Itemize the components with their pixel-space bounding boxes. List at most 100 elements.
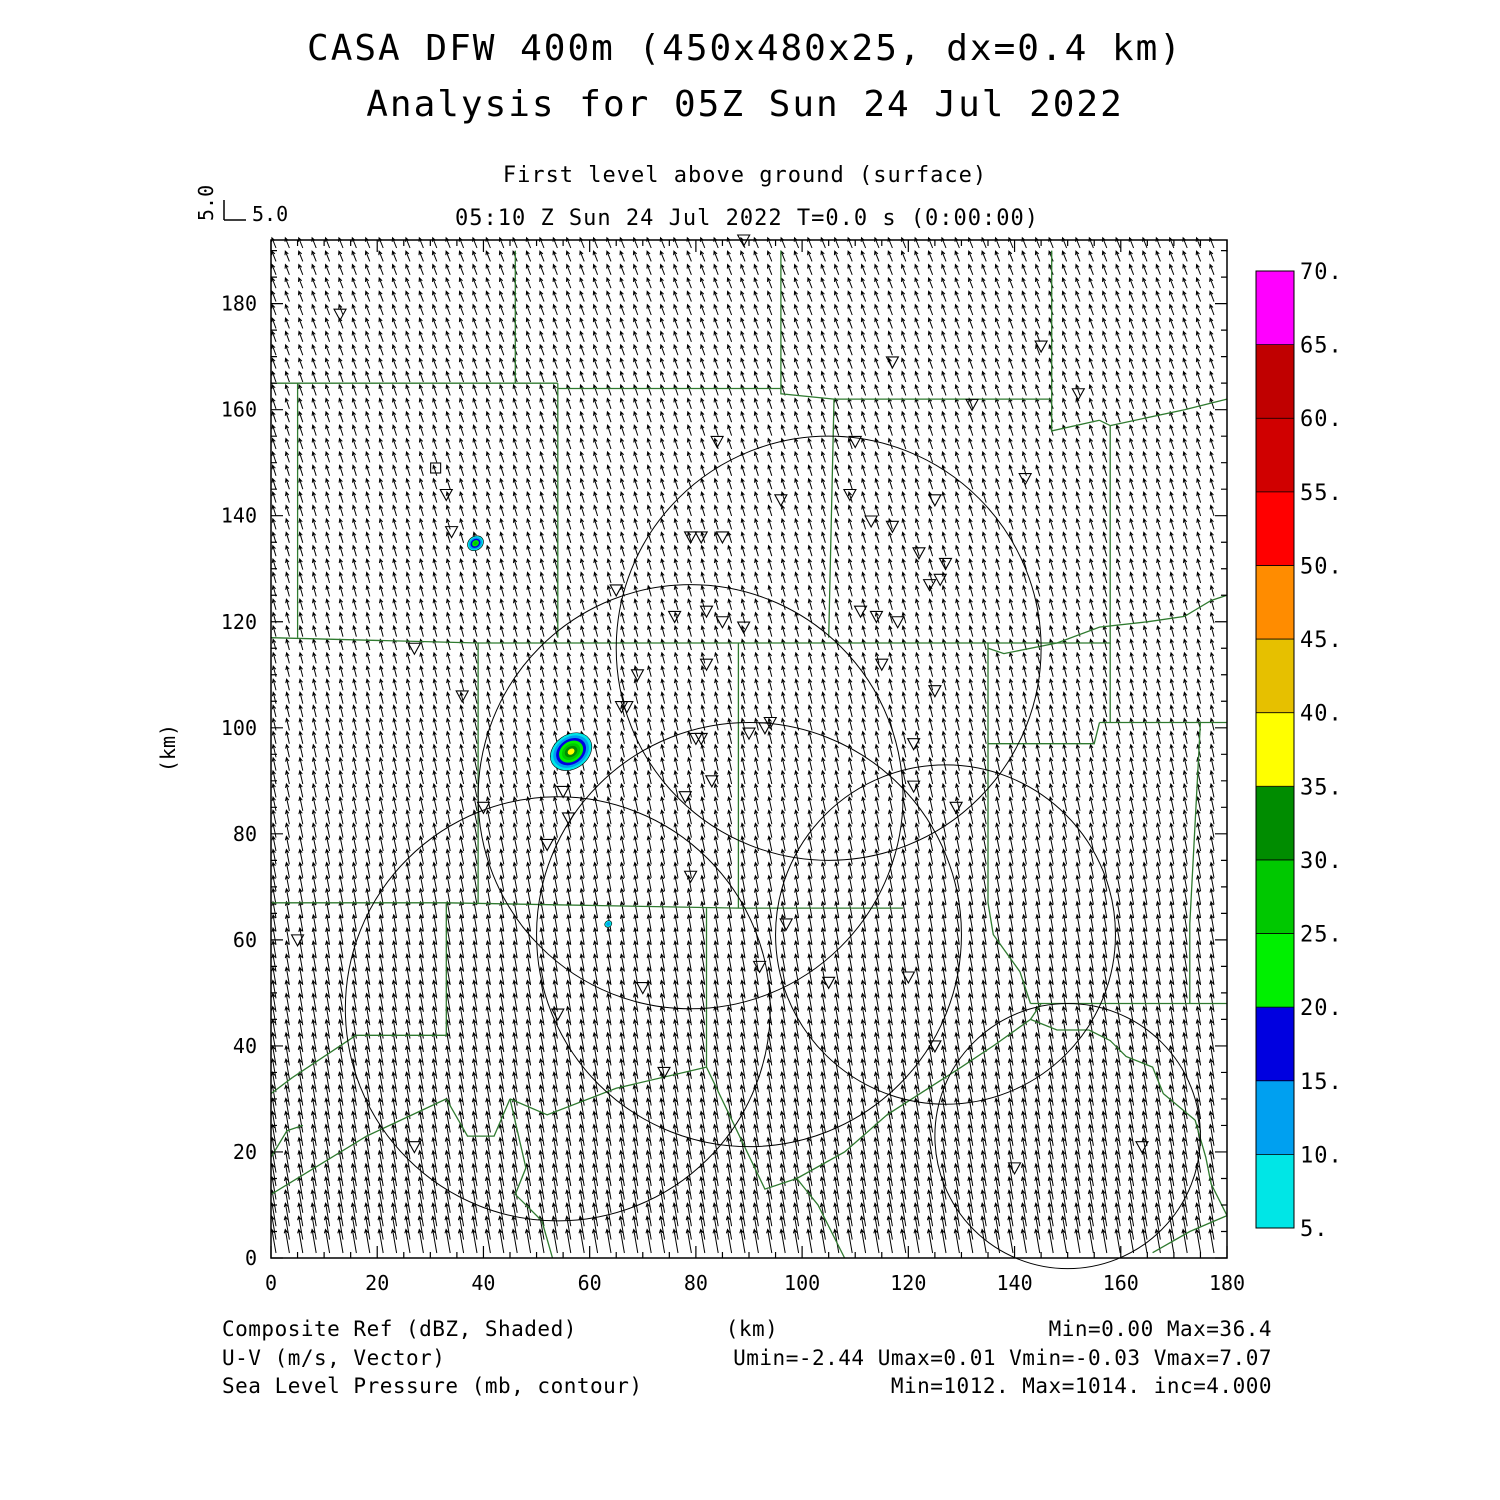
station-marker	[927, 494, 942, 507]
wind-vectors	[270, 236, 1215, 1254]
station-marker	[635, 982, 650, 995]
reflectivity-cell	[567, 748, 575, 755]
footer-field1-stats: Min=0.00 Max=36.4	[1049, 1317, 1272, 1341]
colorbar-segment	[1256, 418, 1294, 493]
footer-field1-name: Composite Ref (dBZ, Shaded)	[222, 1317, 577, 1341]
station-marker	[821, 976, 836, 990]
station-markers	[290, 234, 1149, 1176]
station-marker	[561, 812, 576, 826]
colorbar-segment	[1256, 712, 1294, 787]
station-marker	[927, 1040, 942, 1054]
station-marker	[657, 1066, 671, 1080]
colorbar-segment	[1256, 933, 1294, 1008]
county-boundary	[509, 1098, 554, 1259]
station-marker	[1018, 473, 1033, 486]
colorbar-segment	[1256, 859, 1294, 934]
x-tick-label: 160	[1103, 1271, 1139, 1295]
footer-x-unit: (km)	[726, 1317, 779, 1341]
x-tick-label: 100	[784, 1271, 820, 1295]
station-marker	[869, 610, 884, 624]
colorbar-segment	[1256, 786, 1294, 861]
colorbar-segment	[1256, 1154, 1294, 1229]
y-tick-label: 140	[221, 504, 257, 528]
station-marker	[752, 960, 767, 974]
colorbar-segment	[1256, 639, 1294, 714]
reflectivity-cell	[606, 922, 611, 926]
station-marker	[290, 934, 305, 948]
county-boundary	[1030, 1018, 1089, 1031]
station-marker	[736, 621, 751, 635]
county-boundary	[987, 425, 1111, 744]
square-station-marker	[430, 462, 442, 474]
level-subtitle: First level above ground (surface)	[503, 163, 987, 188]
station-marker	[407, 1141, 422, 1154]
colorbar-label: 10.	[1300, 1143, 1343, 1168]
county-boundary	[1189, 722, 1202, 1004]
colorbar	[1255, 270, 1295, 1229]
x-tick-label: 140	[996, 1271, 1032, 1295]
station-marker	[444, 526, 459, 539]
radar-range-ring	[344, 796, 771, 1222]
station-marker	[927, 685, 942, 698]
y-tick-label: 60	[233, 928, 257, 952]
x-tick-label: 120	[890, 1271, 926, 1295]
colorbar-label: 40.	[1300, 702, 1343, 727]
county-boundary	[291, 902, 447, 1079]
colorbar-segment	[1256, 1080, 1294, 1155]
x-tick-label: 0	[265, 1271, 277, 1295]
vector-key: 5.0 5.0	[194, 185, 288, 226]
footer-field2-stats: Umin=-2.44 Umax=0.01 Vmin=-0.03 Vmax=7.0…	[733, 1346, 1272, 1370]
county-boundary	[270, 1098, 447, 1195]
station-marker	[439, 488, 454, 502]
county-boundary	[1152, 1215, 1228, 1254]
y-tick-label: 80	[233, 822, 257, 846]
x-tick-label: 40	[471, 1271, 495, 1295]
county-boundary	[780, 250, 835, 400]
colorbar-label: 15.	[1300, 1070, 1343, 1095]
station-marker	[885, 520, 900, 534]
footer-field3-name: Sea Level Pressure (mb, contour)	[222, 1374, 643, 1398]
y-tick-labels: 0 20 40 60 80 100 120 140 160 180	[221, 292, 257, 1270]
station-marker	[912, 547, 926, 560]
y-tick-label: 40	[233, 1034, 257, 1058]
station-marker	[699, 605, 714, 619]
county-boundary	[1051, 250, 1100, 432]
colorbar-segment	[1256, 271, 1294, 346]
station-marker	[683, 531, 698, 545]
y-tick-label: 180	[221, 292, 257, 316]
station-marker	[853, 605, 868, 619]
time-subtitle: 05:10 Z Sun 24 Jul 2022 T=0.0 s (0:00:00…	[455, 206, 1039, 231]
colorbar-label: 35.	[1300, 775, 1343, 800]
x-tick-label: 20	[365, 1271, 389, 1295]
station-marker	[550, 1008, 565, 1022]
colorbar-segment	[1256, 1007, 1294, 1082]
station-marker	[710, 435, 725, 449]
county-boundary	[509, 1066, 707, 1116]
tick-marks	[270, 240, 1228, 1259]
station-marker	[556, 785, 571, 799]
colorbar-label: 55.	[1300, 481, 1343, 506]
station-marker	[683, 870, 698, 884]
title-line-2: Analysis for 05Z Sun 24 Jul 2022	[366, 84, 1124, 125]
county-boundary	[796, 1178, 846, 1259]
station-marker	[922, 579, 937, 592]
wind-vector-field	[270, 236, 1215, 1254]
colorbar-labels: 5. 10. 15. 20. 25. 30. 35. 40. 45. 50. 55. 60. 65. 70…	[1256, 260, 1343, 1242]
x-tick-labels: 0 20 40 60 80 100 120 140 160 180	[265, 1271, 1245, 1295]
station-marker	[773, 494, 788, 507]
footer-field3-stats: Min=1012. Max=1014. inc=4.000	[891, 1374, 1272, 1398]
radar-range-ring	[477, 584, 904, 1010]
county-boundary	[270, 1124, 304, 1158]
station-marker	[333, 308, 347, 322]
station-marker	[965, 398, 979, 412]
station-marker	[949, 801, 964, 815]
station-marker	[758, 722, 772, 735]
station-marker	[848, 435, 863, 449]
station-marker	[842, 488, 857, 502]
radar-range-ring	[536, 721, 962, 1148]
station-marker	[864, 515, 879, 529]
vector-key-vertical-label: 5.0	[194, 185, 218, 221]
station-marker	[933, 573, 948, 587]
station-marker	[540, 838, 555, 852]
y-axis-label: (km)	[156, 724, 180, 772]
